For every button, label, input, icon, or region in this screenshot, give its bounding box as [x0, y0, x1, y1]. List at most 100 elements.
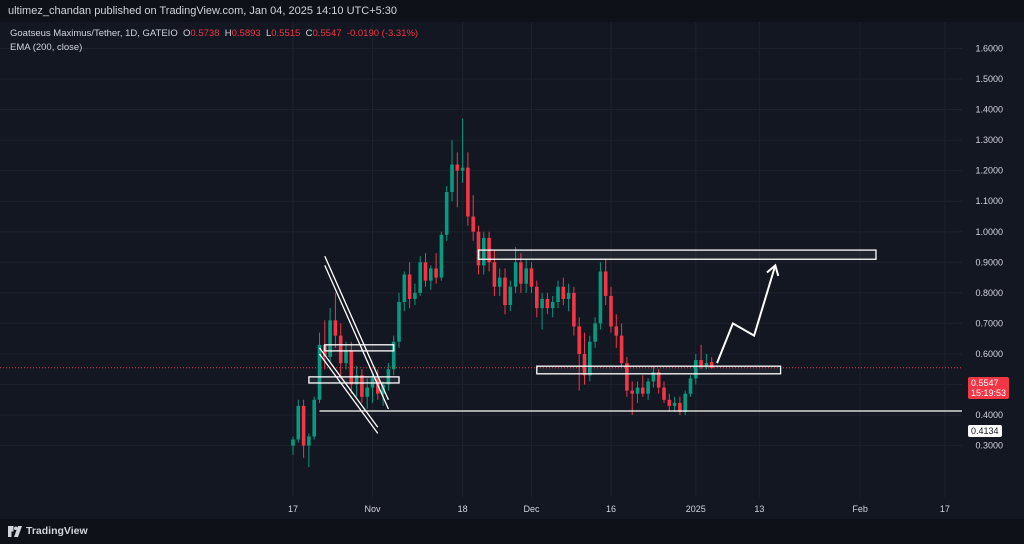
indicator-line[interactable]: EMA (200, close) — [10, 42, 83, 53]
y-tick-label: 0.7000 — [975, 318, 1003, 328]
x-tick-label: Dec — [523, 504, 540, 514]
candle-body — [529, 268, 534, 287]
candle-body — [503, 277, 507, 306]
candle-body — [704, 363, 709, 367]
support-level-value: 0.4134 — [971, 426, 999, 436]
candle-body — [418, 262, 422, 293]
candle-body — [466, 167, 470, 217]
candle-body — [651, 372, 656, 382]
candle-body — [429, 268, 433, 281]
candle-body — [476, 231, 481, 266]
candle-body — [656, 372, 661, 388]
change-value: -0.0190 (-3.31%) — [346, 28, 419, 39]
candle-body — [577, 326, 581, 354]
candle-body — [688, 378, 693, 394]
chart-legend: Goatseus Maximus/Tether, 1D, GATEIO O 0.5… — [10, 27, 418, 55]
trendline[interactable] — [324, 265, 389, 410]
time-axis[interactable]: 17 Nov 18 Dec 16 2025 13 Feb 17 — [288, 504, 950, 514]
candle-body — [450, 164, 454, 193]
candle-body — [439, 234, 444, 278]
candle-body — [598, 271, 603, 324]
y-tick-label: 0.8000 — [975, 288, 1003, 298]
candle-body — [519, 262, 523, 284]
trendline[interactable] — [318, 347, 379, 428]
tradingview-logo-icon[interactable] — [8, 526, 22, 537]
candle-body — [492, 262, 497, 287]
candle-body — [625, 363, 629, 391]
symbol-line: Goatseus Maximus/Tether, 1D, GATEIO O 0.5… — [10, 27, 418, 41]
close-value: 0.5547 — [312, 28, 342, 39]
candle-body — [694, 360, 698, 379]
y-tick-label: 0.9000 — [975, 257, 1003, 267]
x-tick-label: 18 — [458, 504, 468, 514]
candle-body — [609, 295, 613, 327]
x-tick-label: 16 — [606, 504, 616, 514]
candle-body — [301, 405, 306, 446]
footer-brand: TradingView — [26, 525, 88, 537]
candle-body — [434, 268, 438, 278]
price-chart[interactable]: 1.6000 1.5000 1.4000 1.3000 1.2000 1.1000 1.00… — [0, 22, 1024, 519]
candle-body — [540, 298, 544, 309]
zone-rectangle[interactable] — [308, 376, 400, 384]
drawing-annotations — [308, 249, 962, 434]
candle-body — [550, 302, 555, 309]
y-tick-label: 1.1000 — [975, 196, 1003, 206]
candle-body — [444, 192, 449, 235]
candle-body — [344, 350, 348, 364]
candle-body — [672, 402, 677, 406]
trendline[interactable] — [324, 255, 389, 401]
x-tick-label: 17 — [288, 504, 298, 514]
candle-body — [391, 341, 396, 370]
candle-body — [291, 439, 295, 446]
symbol-name: Goatseus Maximus/Tether, 1D, GATEIO — [10, 28, 178, 39]
candle-body — [397, 302, 401, 342]
publisher-bar: ultimez_chandan published on TradingView… — [0, 0, 1024, 22]
y-tick-label: 1.5000 — [975, 74, 1003, 84]
candle-body — [360, 375, 364, 397]
open-label: O — [183, 28, 191, 39]
trendline[interactable] — [318, 353, 379, 434]
candle-body — [641, 387, 645, 394]
zone-rectangle[interactable] — [477, 249, 877, 260]
candle-body — [699, 360, 703, 367]
close-label: C — [305, 28, 313, 39]
zone-rectangle[interactable] — [536, 365, 782, 375]
candle-body — [593, 323, 597, 342]
candle-body — [603, 271, 608, 296]
y-tick-label: 0.6000 — [975, 349, 1003, 359]
candle-body — [646, 381, 650, 394]
candle-body — [508, 286, 513, 306]
candle-body — [482, 237, 486, 266]
y-tick-label: 1.4000 — [975, 105, 1003, 115]
x-tick-label: Feb — [852, 504, 868, 514]
candle-body — [572, 292, 576, 327]
projection-arrowhead — [766, 263, 780, 277]
candle-body — [683, 393, 687, 413]
projection-path[interactable] — [716, 265, 777, 364]
candle-body — [349, 350, 354, 385]
candle-body — [667, 399, 672, 406]
y-tick-label: 0.3000 — [975, 441, 1003, 451]
support-level-tag: 0.4134 — [968, 425, 1002, 437]
candle-body — [566, 292, 571, 299]
candle-body — [402, 274, 407, 303]
candle-body — [662, 387, 666, 400]
candle-body — [561, 286, 566, 299]
y-tick-label: 1.0000 — [975, 227, 1003, 237]
bar-countdown: 15:19:53 — [971, 388, 1007, 398]
candle-body — [582, 353, 587, 376]
x-tick-label: Nov — [364, 504, 381, 514]
candle-body — [545, 298, 550, 309]
last-price-tag: 0.5547 15:19:53 — [968, 377, 1010, 399]
y-tick-label: 1.2000 — [975, 166, 1003, 176]
candle-body — [588, 341, 592, 376]
low-value: 0.5515 — [271, 28, 301, 39]
candle-body — [423, 262, 428, 281]
x-tick-label: 2025 — [686, 504, 706, 514]
candle-body — [614, 326, 619, 336]
zone-rectangle[interactable] — [324, 344, 395, 352]
candle-body — [619, 335, 624, 364]
candle-body — [296, 405, 301, 440]
candle-body — [524, 268, 528, 284]
y-tick-label: 1.3000 — [975, 135, 1003, 145]
